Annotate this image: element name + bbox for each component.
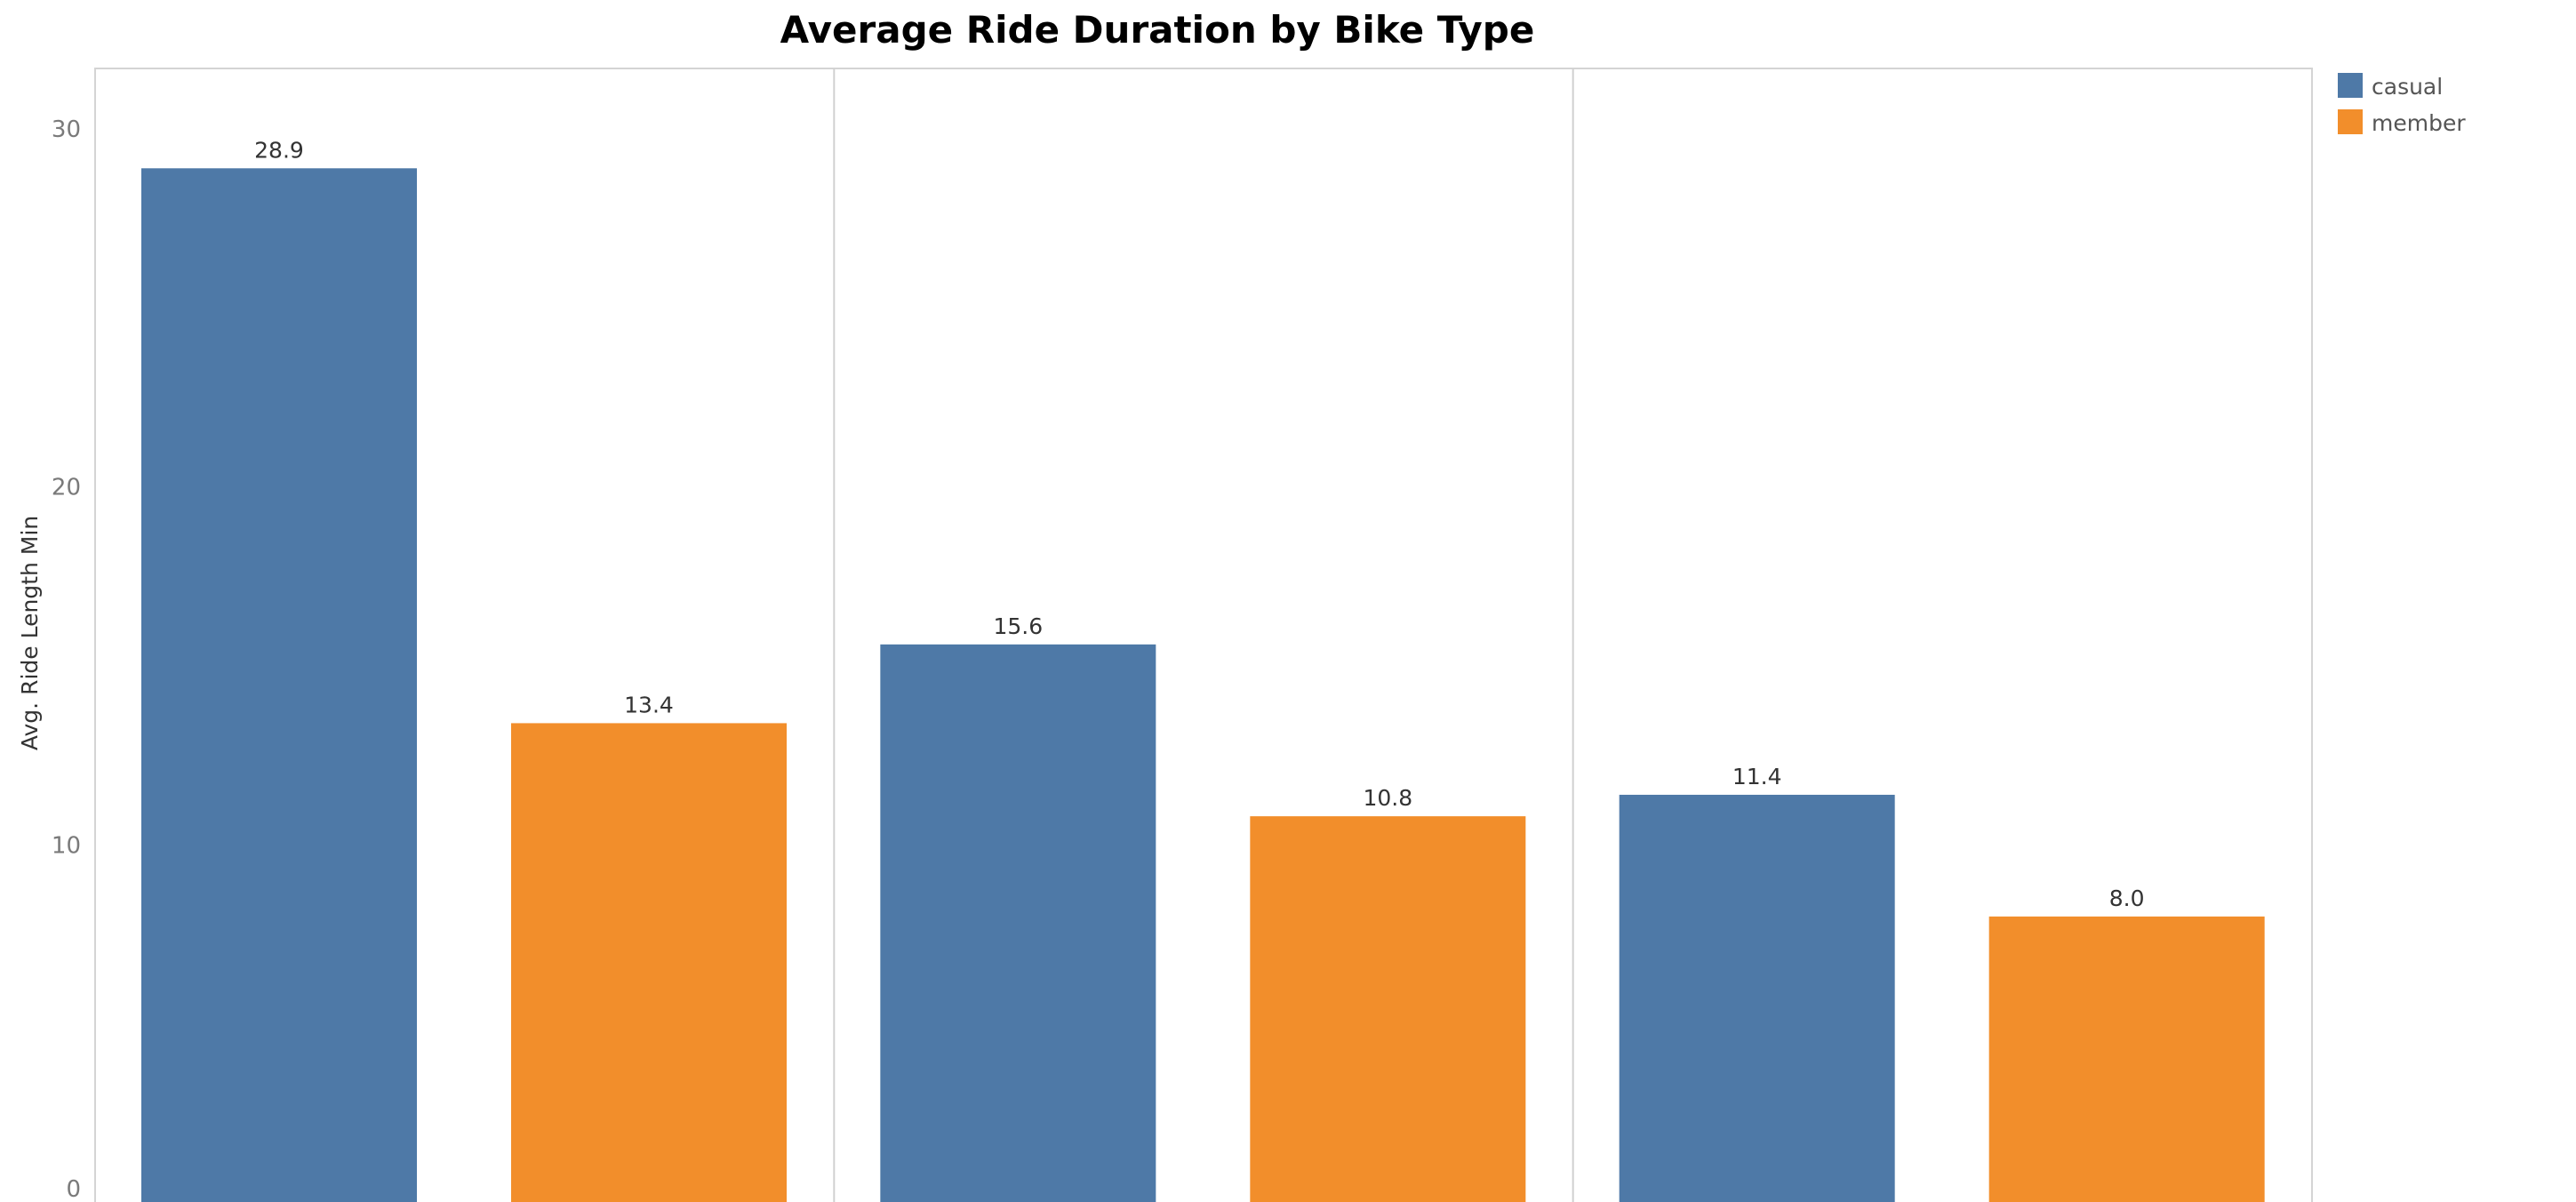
legend-swatch-casual — [2338, 73, 2363, 98]
bar-member-1 — [511, 723, 787, 1202]
bar-value-label: 11.4 — [1732, 764, 1782, 789]
legend-swatch-member — [2338, 109, 2363, 134]
plot-frame — [94, 68, 2313, 1202]
bar-member-2 — [1250, 816, 1526, 1202]
bar-casual-1 — [141, 168, 417, 1202]
bar-value-label: 10.8 — [1363, 785, 1412, 811]
bar-value-labels: 28.9 15.6 11.4 13.4 10.8 8.0 — [254, 137, 2144, 911]
bar-value-label: 15.6 — [993, 613, 1043, 639]
y-axis-ticks: 0 10 20 30 — [52, 116, 81, 1202]
legend: casual member — [2338, 73, 2466, 136]
legend-label-member: member — [2372, 110, 2466, 136]
bar-casual-2 — [880, 644, 1156, 1202]
bar-casual-3 — [1619, 794, 1895, 1202]
bar-value-label: 13.4 — [624, 692, 674, 717]
y-axis-label: Avg. Ride Length Min — [17, 516, 43, 750]
bar-value-label: 28.9 — [254, 137, 304, 163]
y-tick-label: 30 — [52, 116, 81, 143]
bar-value-label: 8.0 — [2109, 885, 2145, 911]
y-tick-label: 20 — [52, 475, 81, 501]
bar-member-3 — [1988, 916, 2265, 1202]
panel-dividers — [833, 68, 1574, 1202]
bars — [141, 168, 2265, 1202]
legend-label-casual: casual — [2372, 74, 2443, 100]
y-tick-label: 0 — [66, 1176, 81, 1202]
y-tick-label: 10 — [52, 832, 81, 859]
chart-title: Average Ride Duration by Bike Type — [780, 8, 1535, 52]
